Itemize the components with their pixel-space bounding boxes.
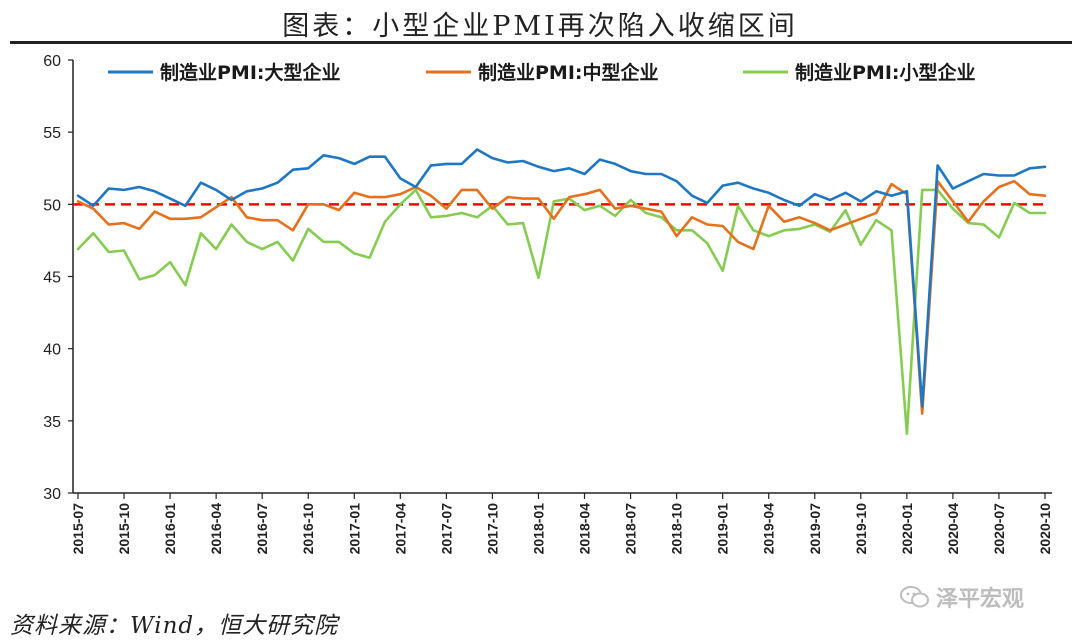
- x-tick-label: 2018-07: [623, 503, 639, 555]
- y-tick-label: 30: [43, 486, 61, 503]
- y-tick-label: 60: [43, 53, 61, 70]
- x-tick-label: 2016-01: [162, 503, 178, 555]
- x-tick-label: 2016-07: [254, 503, 270, 555]
- legend-label-1: 制造业PMI:中型企业: [478, 61, 659, 84]
- y-tick-label: 35: [43, 414, 61, 431]
- chat-bubbles-icon: [900, 586, 929, 608]
- x-tick-label: 2019-04: [761, 503, 777, 555]
- x-tick-label: 2017-01: [346, 503, 362, 555]
- x-tick-label: 2015-07: [70, 503, 86, 555]
- title-underline: [10, 41, 1072, 44]
- x-tick-label: 2018-10: [669, 503, 685, 555]
- x-tick-label: 2017-04: [392, 503, 408, 555]
- x-tick-label: 2019-07: [807, 503, 823, 555]
- x-tick-label: 2020-01: [899, 503, 915, 555]
- watermark-text: 泽平宏观: [936, 587, 1025, 612]
- series-line-1: [76, 179, 1047, 415]
- x-tick-label: 2019-10: [853, 503, 869, 555]
- legend-label-0: 制造业PMI:大型企业: [160, 61, 341, 84]
- x-tick-label: 2020-07: [991, 503, 1007, 555]
- x-tick-label: 2018-04: [577, 503, 593, 555]
- watermark: 泽平宏观: [900, 582, 1024, 612]
- chart-title: 图表：小型企业PMI再次陷入收缩区间: [282, 11, 798, 42]
- x-tick-label: 2017-07: [438, 503, 454, 555]
- x-tick-label: 2020-04: [945, 503, 961, 555]
- series-line-0: [76, 148, 1047, 408]
- y-tick-label: 55: [43, 125, 61, 142]
- x-tick-label: 2016-04: [208, 503, 224, 555]
- y-tick-label: 45: [43, 270, 61, 287]
- y-tick-label: 40: [43, 342, 61, 359]
- x-tick-label: 2017-10: [484, 503, 500, 555]
- series-line-2: [76, 188, 1047, 436]
- legend-label-2: 制造业PMI:小型企业: [795, 61, 976, 84]
- line-chart: 30 35 40 45 50 55 60 2015-07 2015-10 2016-01 2016-…: [43, 53, 1053, 555]
- x-tick-label: 2020-10: [1037, 503, 1053, 555]
- x-tick-label: 2018-01: [530, 503, 546, 555]
- x-tick-label: 2016-10: [300, 503, 316, 555]
- source-note: 资料来源：Wind，恒大研究院: [10, 613, 339, 639]
- x-tick-label: 2015-10: [116, 503, 132, 555]
- x-tick-label: 2019-01: [715, 503, 731, 555]
- y-tick-label: 50: [43, 197, 61, 214]
